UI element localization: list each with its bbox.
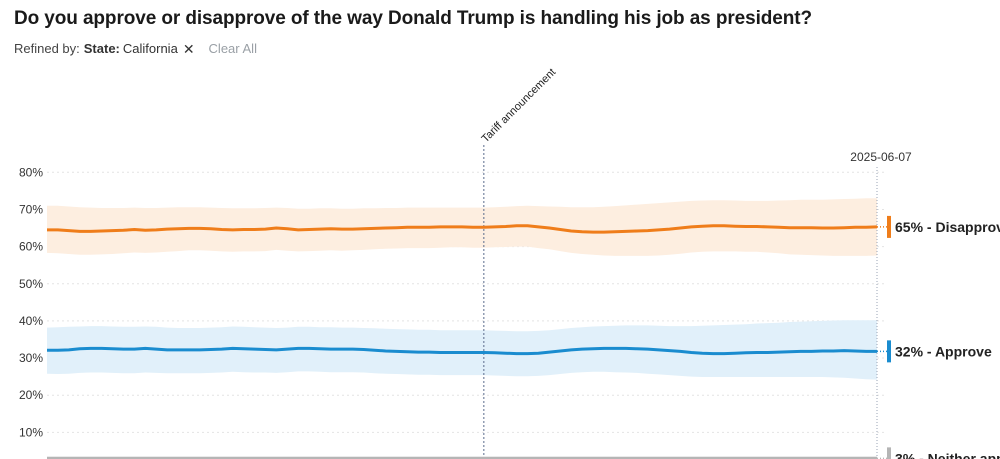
disapprove-end-label: 65% - Disapprove: [895, 219, 1000, 235]
disapprove-end-marker: [887, 215, 891, 238]
y-tick-label: 80%: [19, 165, 43, 179]
neither-end-label: 3% - Neither approve nor disapprove: [895, 450, 1000, 459]
refined-by-label: Refined by:: [14, 41, 80, 56]
y-axis: 10% 20% 30% 40% 50% 60% 70% 80%: [19, 165, 43, 439]
neither-end-marker: [887, 447, 891, 459]
approve-line: [47, 346, 877, 356]
annotation-layer: Tariff announcement 2025-06-07: [479, 66, 912, 459]
filter-state-value: California: [122, 41, 178, 56]
series-lines: [47, 224, 878, 459]
y-tick-label: 40%: [19, 314, 43, 328]
y-tick-label: 50%: [19, 277, 43, 291]
approve-band: [47, 320, 877, 380]
approve-end-label: 32% - Approve: [895, 343, 992, 359]
confidence-bands: [47, 198, 877, 459]
disapprove-line: [47, 224, 878, 234]
y-tick-label: 30%: [19, 351, 43, 365]
filter-bar: Refined by: State: California ✕ Clear Al…: [14, 41, 257, 56]
y-tick-label: 20%: [19, 388, 43, 402]
end-labels: 65% - Disapprove 32% - Approve 3% - Neithe…: [877, 215, 1000, 459]
y-tick-label: 70%: [19, 202, 43, 216]
clear-all-button[interactable]: Clear All: [208, 41, 257, 56]
page-title: Do you approve or disapprove of the way …: [14, 8, 812, 29]
approve-end-marker: [887, 340, 891, 363]
close-icon[interactable]: ✕: [182, 40, 195, 57]
filter-state-key: State:: [83, 41, 120, 56]
end-date-label: 2025-06-07: [850, 150, 912, 164]
y-tick-label: 60%: [19, 240, 43, 254]
tariff-annotation-label: Tariff announcement: [479, 66, 558, 145]
y-tick-label: 10%: [19, 425, 43, 439]
